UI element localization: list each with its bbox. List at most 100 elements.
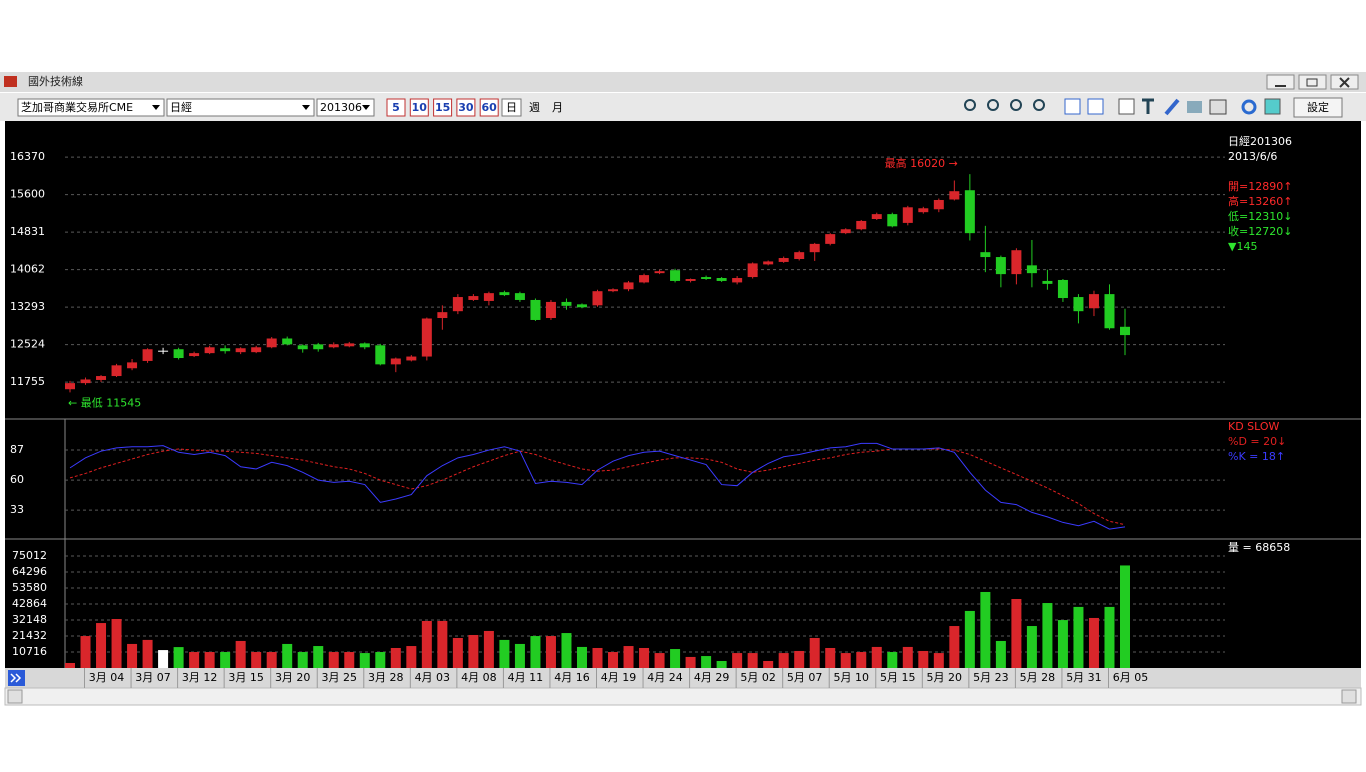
frequency-button[interactable]	[525, 99, 544, 116]
volume-bar	[1057, 620, 1068, 668]
pen-icon[interactable]	[1164, 98, 1180, 116]
candle-body	[235, 348, 246, 353]
restore-glyph	[1306, 78, 1318, 87]
dropdown[interactable]	[166, 98, 315, 117]
volume-bar	[871, 646, 882, 668]
dropdown[interactable]	[316, 98, 375, 117]
x-tick-label: 3月 28	[368, 671, 404, 684]
quote-info: ▼145	[1228, 240, 1257, 253]
candle-body	[437, 312, 448, 319]
chart: 11755 12524 13293 14062 14831 15600 16370 日經201…	[10, 134, 1292, 688]
grid-icon[interactable]	[1087, 98, 1104, 115]
text-icon[interactable]	[1142, 98, 1154, 114]
volume-bar	[421, 620, 432, 668]
scrollbar-arrow[interactable]	[1341, 689, 1357, 704]
volume-bar	[608, 652, 619, 668]
x-tick-label: 4月 29	[694, 671, 730, 684]
candle-body	[794, 252, 805, 260]
volume-bar	[235, 640, 246, 668]
scrollbar[interactable]	[4, 687, 1362, 706]
volume-bar	[437, 620, 448, 668]
zoom-icon[interactable]	[964, 99, 976, 111]
x-tick-label: 5月 20	[927, 671, 963, 684]
color-icon[interactable]	[1264, 98, 1281, 115]
y-tick-label: 42864	[12, 597, 47, 610]
minimize-button[interactable]	[1266, 74, 1295, 90]
x-tick-label: 3月 04	[89, 671, 125, 684]
volume-bar	[701, 656, 712, 668]
refresh-icon[interactable]	[1241, 99, 1257, 115]
print-icon[interactable]	[1209, 99, 1227, 115]
volume-bar	[576, 646, 587, 668]
x-tick-label: 4月 11	[508, 671, 544, 684]
period-button[interactable]	[433, 98, 453, 117]
scrollbar-arrow[interactable]	[7, 689, 23, 704]
candle-body	[949, 191, 960, 200]
zoom-out-icon[interactable]	[1033, 99, 1045, 111]
frequency-button[interactable]	[501, 98, 522, 117]
period-button[interactable]	[456, 98, 476, 117]
volume-bar	[918, 650, 929, 668]
volume-bar	[964, 610, 975, 668]
settings-label: 設定	[1307, 100, 1329, 114]
x-tick-label: 5月 31	[1066, 671, 1102, 684]
volume-bar	[313, 646, 324, 668]
candle-body	[220, 348, 231, 352]
candle-body	[995, 257, 1006, 275]
period-button[interactable]	[409, 98, 429, 117]
dropdown-arrow	[302, 105, 310, 110]
zoom-icon[interactable]	[987, 99, 999, 111]
volume-bar	[282, 643, 293, 668]
volume-bar	[96, 623, 107, 668]
candle-body	[158, 350, 169, 352]
period-button[interactable]	[479, 98, 499, 117]
volume-bar	[452, 637, 463, 668]
y-tick-label: 60	[10, 473, 24, 486]
period-button[interactable]	[386, 98, 406, 117]
x-tick-label: 5月 23	[973, 671, 1009, 684]
x-tick-label: 3月 07	[135, 671, 171, 684]
volume-bar	[1026, 626, 1037, 668]
period-label: 15	[435, 101, 450, 114]
frequency-button[interactable]	[548, 99, 567, 116]
period-label: 30	[458, 101, 474, 114]
volume-bar	[561, 633, 572, 668]
quote-info: 高=13260↑	[1228, 194, 1292, 208]
legend-entry: 量 = 68658	[1228, 541, 1290, 554]
frequency-label: 日	[506, 101, 517, 114]
candle-body	[313, 344, 324, 350]
y-tick-label: 14062	[10, 263, 45, 276]
candle-body	[1042, 280, 1053, 284]
candle-body	[747, 263, 758, 278]
toolbar-items: 芝加哥商業交易所CME 日經 201306 5 10 15 30 60 日週月 設定	[17, 97, 1343, 118]
period-label: 60	[482, 101, 498, 114]
annotation: 最高 16020 →	[885, 156, 958, 170]
volume-bar	[763, 660, 774, 668]
scroll-left-button[interactable]	[8, 670, 25, 686]
x-tick-label: 5月 07	[787, 671, 823, 684]
volume-bar	[1042, 603, 1053, 668]
volume-bar	[654, 653, 665, 668]
candle-body	[825, 234, 836, 244]
dropdown-arrow	[362, 105, 370, 110]
candle-body	[514, 293, 525, 300]
candle-body	[545, 301, 556, 319]
candle-body	[902, 207, 913, 223]
eraser-icon[interactable]	[1187, 101, 1202, 113]
chart-title: KD SLOW	[1228, 420, 1280, 433]
fit-icon[interactable]	[1064, 98, 1081, 115]
restore-button[interactable]	[1298, 74, 1327, 90]
tool-icons	[964, 98, 1281, 116]
dropdown-value: 201306	[320, 101, 362, 114]
zoom-in-icon[interactable]	[1010, 99, 1022, 111]
settings-button[interactable]	[1293, 97, 1343, 118]
x-tick-label: 3月 12	[182, 671, 218, 684]
line-icon[interactable]	[1118, 98, 1135, 115]
x-tick-label: 5月 10	[833, 671, 869, 684]
dropdown-value: 日經	[170, 100, 192, 114]
x-tick-label: 6月 05	[1113, 671, 1149, 684]
period-label: 5	[392, 101, 400, 114]
x-tick-label: 4月 08	[461, 671, 497, 684]
dropdown[interactable]	[17, 98, 165, 117]
